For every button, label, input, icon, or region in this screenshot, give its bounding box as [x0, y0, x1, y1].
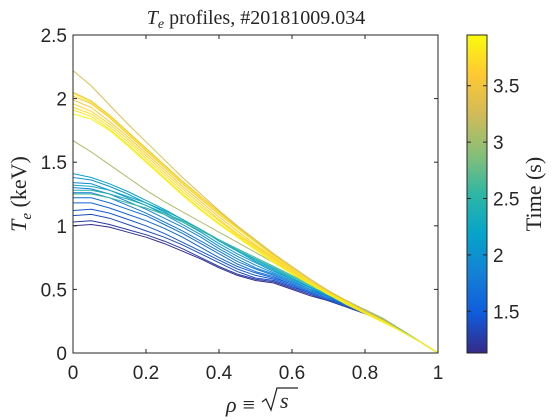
- series-lines: [73, 70, 438, 353]
- y-tick-label: 0: [56, 344, 67, 365]
- series-line-23: [73, 113, 438, 353]
- x-tick-label: 0.4: [206, 363, 233, 384]
- y-tick-label: 2.5: [41, 26, 67, 47]
- x-label-symbol: ρ: [225, 392, 237, 417]
- svg-text:ρ≡: ρ ≡: [225, 392, 255, 417]
- y-label-unit: (keV): [6, 156, 31, 213]
- y-tick-label: 0.5: [41, 280, 67, 301]
- y-tick-label: 2: [56, 90, 67, 111]
- series-line-22: [73, 93, 438, 353]
- x-label-equiv: ≡: [243, 392, 255, 417]
- colorbar-tick-label: 3.5: [493, 77, 519, 98]
- colorbar-ticks: 1.5 2 2.5 3 3.5: [467, 77, 519, 323]
- x-tick-label: 0.8: [352, 363, 378, 384]
- x-label-radicand: s: [280, 388, 289, 413]
- x-label-sqrt-sign: [261, 387, 298, 412]
- colorbar: [466, 34, 488, 354]
- x-axis-label: ρ ≡ s: [225, 387, 298, 417]
- y-label-variable: T: [6, 218, 31, 232]
- x-tick-label: 0.6: [279, 363, 305, 384]
- chart-title: Te profiles, #20181009.034: [147, 7, 365, 32]
- series-line-15: [73, 70, 438, 353]
- title-subscript: e: [158, 17, 164, 32]
- colorbar-tick-label: 2.5: [493, 190, 519, 211]
- axis-ticks: [72, 34, 439, 354]
- y-tick-labels: 0 0.5 1 1.5 2 2.5: [41, 26, 67, 365]
- y-tick-label: 1: [56, 217, 67, 238]
- title-text: profiles, #20181009.034: [164, 7, 365, 29]
- y-tick-label: 1.5: [41, 153, 67, 174]
- series-line-14: [73, 140, 438, 353]
- x-tick-label: 0: [68, 363, 79, 384]
- axes-box: [72, 34, 439, 354]
- title-variable: T: [147, 7, 160, 29]
- colorbar-tick-label: 1.5: [493, 302, 519, 323]
- x-tick-label: 1: [433, 363, 444, 384]
- x-tick-label: 0.2: [133, 363, 159, 384]
- colorbar-tick-label: 2: [493, 246, 504, 267]
- y-axis-label: Te (keV): [6, 156, 35, 232]
- x-tick-labels: 0 0.2 0.4 0.6 0.8 1: [68, 363, 444, 384]
- colorbar-tick-label: 3: [493, 133, 504, 154]
- colorbar-label: Time (s): [521, 157, 546, 231]
- y-label-subscript: e: [19, 213, 35, 220]
